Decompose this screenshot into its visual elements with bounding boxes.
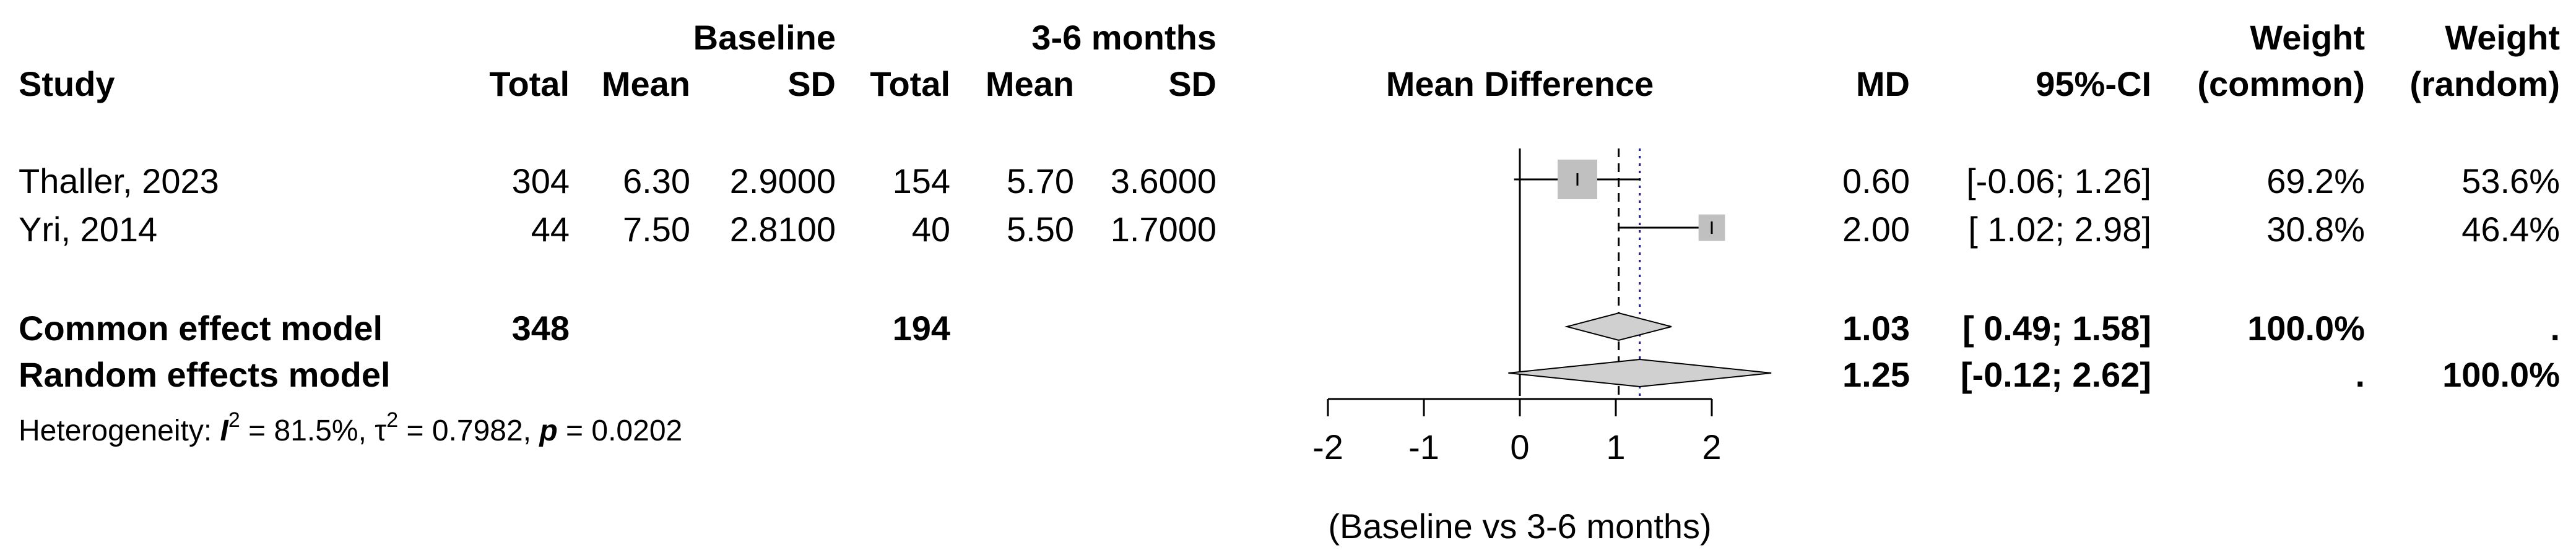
header-mean-followup: Mean	[986, 64, 1074, 103]
common-md: 1.03	[1842, 309, 1910, 348]
study-md: 0.60	[1842, 161, 1910, 200]
common-effect-diamond	[1564, 312, 1672, 341]
study-mean-baseline: 6.30	[623, 161, 690, 200]
header-total-baseline: Total	[489, 64, 570, 103]
header-mean-baseline: Mean	[602, 64, 690, 103]
header-weight-random-sub: (random)	[2409, 64, 2560, 103]
forest-plot-area: -2 -1 0 1 2	[1312, 148, 1772, 466]
x-tick-label: 2	[1702, 427, 1721, 466]
study-name: Thaller, 2023	[19, 161, 219, 200]
study-ci: [ 1.02; 2.98]	[1968, 210, 2151, 249]
study-name: Yri, 2014	[19, 210, 157, 249]
header-weight-random: Weight	[2445, 18, 2560, 57]
study-weight-common: 30.8%	[2266, 210, 2365, 249]
study-sd-followup: 3.6000	[1111, 161, 1216, 200]
study-total-baseline: 304	[512, 161, 570, 200]
common-effect-label: Common effect model	[19, 309, 383, 348]
header-sd-followup: SD	[1168, 64, 1216, 103]
study-sd-baseline: 2.8100	[730, 210, 836, 249]
heterogeneity-text: Heterogeneity: I2 = 81.5%, τ2 = 0.7982, …	[19, 408, 682, 447]
study-total-followup: 40	[912, 210, 950, 249]
common-weight-common: 100.0%	[2247, 309, 2365, 348]
common-total-followup: 194	[893, 309, 950, 348]
study-md: 2.00	[1842, 210, 1910, 249]
random-weight-random: 100.0%	[2442, 355, 2560, 394]
header-mean-difference: Mean Difference	[1386, 64, 1654, 103]
common-effect-row: Common effect model 348 194 1.03 [ 0.49;…	[19, 309, 2560, 348]
header-3-6-months: 3-6 months	[1031, 18, 1216, 57]
x-tick-label: 1	[1606, 427, 1625, 466]
header-baseline: Baseline	[693, 18, 836, 57]
common-ci: [ 0.49; 1.58]	[1962, 309, 2151, 348]
header-total-followup: Total	[870, 64, 950, 103]
random-md: 1.25	[1842, 355, 1910, 394]
study-mean-followup: 5.70	[1007, 161, 1074, 200]
study-total-followup: 154	[893, 161, 950, 200]
study-weight-random: 53.6%	[2461, 161, 2560, 200]
header-sd-baseline: SD	[787, 64, 836, 103]
header-weight-common: Weight	[2250, 18, 2365, 57]
x-tick-label: -2	[1312, 427, 1343, 466]
random-effects-label: Random effects model	[19, 355, 391, 394]
study-weight-random: 46.4%	[2461, 210, 2560, 249]
axis-label: (Baseline vs 3-6 months)	[1328, 507, 1711, 546]
x-tick-label: -1	[1408, 427, 1439, 466]
study-ci: [-0.06; 1.26]	[1966, 161, 2151, 200]
study-weight-common: 69.2%	[2266, 161, 2365, 200]
random-effects-row: Random effects model 1.25 [-0.12; 2.62] …	[19, 355, 2560, 394]
study-total-baseline: 44	[531, 210, 570, 249]
common-weight-random: .	[2550, 309, 2560, 348]
common-total-baseline: 348	[512, 309, 570, 348]
study-mean-baseline: 7.50	[623, 210, 690, 249]
random-weight-common: .	[2355, 355, 2365, 394]
header-md: MD	[1856, 64, 1910, 103]
study-row: Yri, 2014 44 7.50 2.8100 40 5.50 1.7000 …	[19, 210, 2560, 249]
header-ci: 95%-CI	[2036, 64, 2151, 103]
random-effects-diamond	[1508, 358, 1772, 388]
study-mean-followup: 5.50	[1007, 210, 1074, 249]
header-study: Study	[19, 64, 115, 103]
study-sd-followup: 1.7000	[1111, 210, 1216, 249]
study-row: Thaller, 2023 304 6.30 2.9000 154 5.70 3…	[19, 161, 2560, 200]
random-ci: [-0.12; 2.62]	[1961, 355, 2151, 394]
study-sd-baseline: 2.9000	[730, 161, 836, 200]
header-weight-common-sub: (common)	[2197, 64, 2365, 103]
x-tick-label: 0	[1510, 427, 1529, 466]
